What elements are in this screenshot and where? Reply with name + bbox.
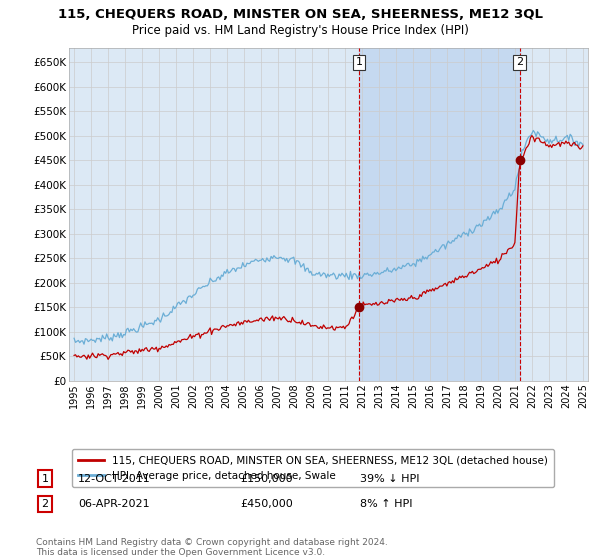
Legend: 115, CHEQUERS ROAD, MINSTER ON SEA, SHEERNESS, ME12 3QL (detached house), HPI: A: 115, CHEQUERS ROAD, MINSTER ON SEA, SHEE… xyxy=(71,449,554,487)
Text: 1: 1 xyxy=(41,474,49,484)
Text: 2: 2 xyxy=(41,499,49,509)
Bar xyxy=(359,48,520,381)
Text: 8% ↑ HPI: 8% ↑ HPI xyxy=(360,499,413,509)
Text: £450,000: £450,000 xyxy=(240,499,293,509)
Text: 39% ↓ HPI: 39% ↓ HPI xyxy=(360,474,419,484)
Text: 115, CHEQUERS ROAD, MINSTER ON SEA, SHEERNESS, ME12 3QL: 115, CHEQUERS ROAD, MINSTER ON SEA, SHEE… xyxy=(58,8,542,21)
Text: Price paid vs. HM Land Registry's House Price Index (HPI): Price paid vs. HM Land Registry's House … xyxy=(131,24,469,36)
Text: 12-OCT-2011: 12-OCT-2011 xyxy=(78,474,151,484)
Text: Contains HM Land Registry data © Crown copyright and database right 2024.
This d: Contains HM Land Registry data © Crown c… xyxy=(36,538,388,557)
Text: £150,000: £150,000 xyxy=(240,474,293,484)
Text: 1: 1 xyxy=(356,57,362,67)
Text: 06-APR-2021: 06-APR-2021 xyxy=(78,499,149,509)
Text: 2: 2 xyxy=(516,57,523,67)
